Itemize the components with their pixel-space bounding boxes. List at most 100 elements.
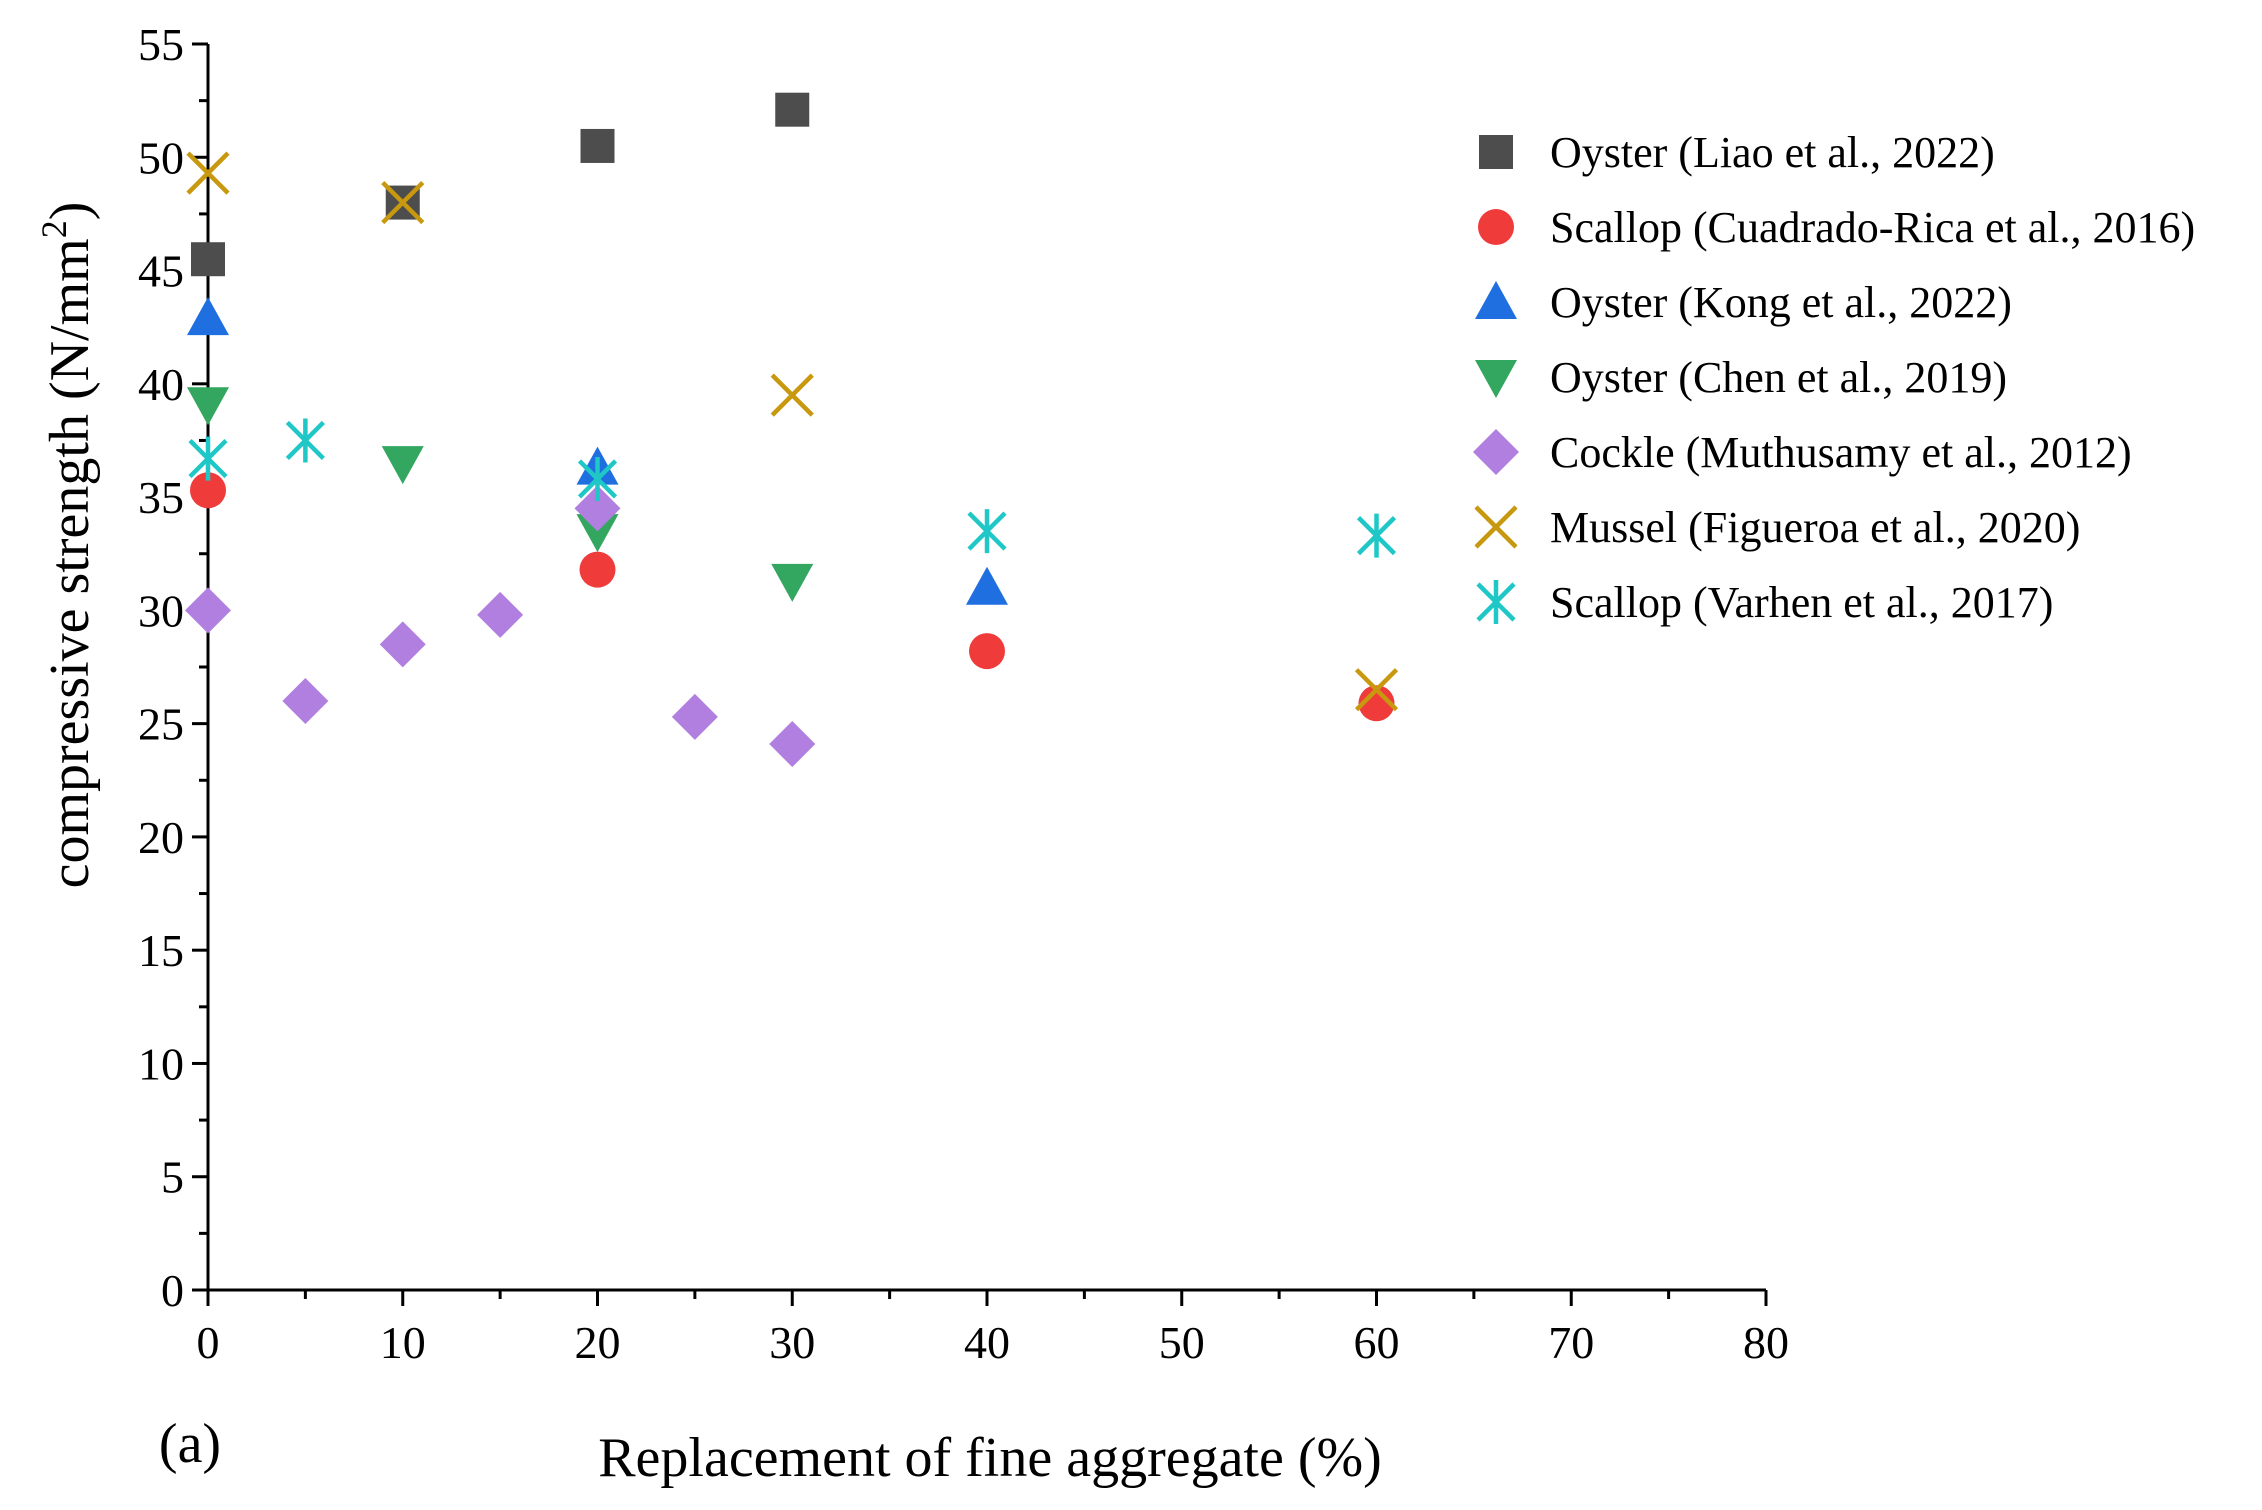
data-point: [967, 509, 1007, 554]
data-point: [770, 373, 814, 417]
legend-item: Oyster (Kong et al., 2022): [1475, 278, 2012, 327]
data-point: [771, 563, 814, 602]
legend-item: Oyster (Chen et al., 2019): [1475, 353, 2007, 402]
legend-marker: [1479, 135, 1513, 169]
data-point: [191, 242, 225, 277]
data-point: [285, 418, 325, 463]
data-point: [477, 591, 524, 638]
y-tick-label: 30: [138, 585, 184, 636]
circle-marker-shape: [1478, 209, 1514, 245]
circle-marker-shape: [1358, 685, 1395, 722]
legend-marker: [1475, 360, 1517, 398]
legend-label: Oyster (Chen et al., 2019): [1550, 353, 2007, 402]
diamond-marker-shape: [185, 587, 231, 634]
circle-marker-shape: [969, 633, 1005, 670]
legend-marker: [1474, 505, 1518, 549]
y-axis-title-end: ): [39, 202, 101, 221]
y-tick-label: 25: [138, 699, 184, 750]
square-marker-shape: [580, 128, 615, 163]
x-tick-label: 40: [964, 1317, 1010, 1368]
circle-marker-shape: [579, 551, 616, 588]
panel-label: (a): [159, 1413, 221, 1475]
triangle-down-marker-shape: [1475, 360, 1517, 398]
y-axis-title-sup: 2: [34, 220, 74, 238]
legend-item: Mussel (Figueroa et al., 2020): [1474, 503, 2080, 552]
square-marker-shape: [191, 242, 225, 277]
legend-label: Oyster (Liao et al., 2022): [1550, 128, 1995, 177]
x-tick-label: 0: [197, 1317, 220, 1368]
x-marker-stroke: [1354, 668, 1399, 712]
data-point: [187, 387, 229, 426]
data-point: [576, 514, 619, 553]
data-point: [188, 436, 228, 481]
diamond-marker-shape: [769, 721, 816, 768]
data-point: [1358, 685, 1395, 722]
y-tick-label: 45: [138, 246, 184, 297]
triangle-up-marker-shape: [1475, 281, 1517, 319]
legend: Oyster (Liao et al., 2022) Scallop (Cuadr…: [1473, 128, 2195, 627]
data-point: [1354, 668, 1399, 712]
data-point: [966, 566, 1008, 605]
x-tick-label: 10: [380, 1317, 426, 1368]
triangle-up-marker-shape: [187, 297, 229, 336]
data-point: [379, 621, 426, 668]
x-axis-title: Replacement of fine aggregate (%): [598, 1427, 1382, 1489]
series-square: [191, 92, 810, 277]
x-tick-label: 20: [575, 1317, 621, 1368]
data-point: [579, 551, 616, 588]
diamond-marker-shape: [671, 693, 718, 740]
legend-marker: [1473, 429, 1519, 475]
y-tick-label: 20: [138, 812, 184, 863]
series-diamond: [185, 485, 816, 768]
legend-item: Scallop (Varhen et al., 2017): [1476, 578, 2053, 627]
x-tick-label: 80: [1743, 1317, 1789, 1368]
diamond-marker-shape: [574, 485, 621, 532]
data-point: [580, 128, 615, 163]
x-tick-label: 60: [1354, 1317, 1400, 1368]
data-point: [775, 92, 810, 127]
series-triangle-down: [187, 387, 814, 602]
y-axis-title: compressive strength (N/mm2): [34, 202, 101, 889]
triangle-down-marker-shape: [576, 514, 619, 553]
x-marker-stroke: [186, 151, 230, 195]
diamond-marker-shape: [379, 621, 426, 668]
series-circle: [190, 472, 1395, 722]
triangle-down-marker-shape: [771, 563, 814, 602]
y-axis-title-main: compressive strength (N/mm: [39, 238, 101, 888]
y-tick-label: 50: [138, 132, 184, 183]
square-marker-shape: [1479, 135, 1513, 169]
diamond-marker-shape: [282, 677, 329, 724]
data-point: [969, 633, 1005, 670]
y-tick-label: 10: [138, 1038, 184, 1089]
data-points: [185, 92, 1399, 768]
data-point: [769, 721, 816, 768]
legend-label: Scallop (Cuadrado-Rica et al., 2016): [1550, 203, 2195, 252]
legend-label: Mussel (Figueroa et al., 2020): [1550, 503, 2080, 552]
triangle-up-marker-shape: [966, 566, 1008, 605]
triangle-down-marker-shape: [187, 387, 229, 426]
data-point: [381, 180, 425, 225]
legend-item: Scallop (Cuadrado-Rica et al., 2016): [1478, 203, 2195, 252]
legend-item: Oyster (Liao et al., 2022): [1479, 128, 1995, 177]
x-marker-stroke: [381, 180, 425, 225]
data-point: [187, 297, 229, 336]
data-point: [185, 587, 231, 634]
legend-label: Scallop (Varhen et al., 2017): [1550, 578, 2053, 627]
legend-marker: [1476, 580, 1516, 624]
ticks: 0 10 20 30 40 50 60 70 80 0 5 10 15 20 25 30 35 40 45 50 55: [138, 19, 1789, 1368]
diamond-marker-shape: [477, 591, 524, 638]
x-tick-label: 50: [1159, 1317, 1205, 1368]
data-point: [190, 472, 226, 509]
legend-label: Oyster (Kong et al., 2022): [1550, 278, 2012, 327]
circle-marker-shape: [190, 472, 226, 509]
data-point: [381, 446, 424, 485]
x-tick-label: 70: [1548, 1317, 1594, 1368]
series-asterisk: [188, 418, 1397, 558]
x-tick-label: 30: [769, 1317, 815, 1368]
data-point: [577, 456, 618, 501]
legend-marker: [1475, 281, 1517, 319]
data-point: [1356, 513, 1397, 558]
triangle-down-marker-shape: [381, 446, 424, 485]
x-marker-stroke: [770, 373, 814, 417]
y-tick-label: 40: [138, 359, 184, 410]
